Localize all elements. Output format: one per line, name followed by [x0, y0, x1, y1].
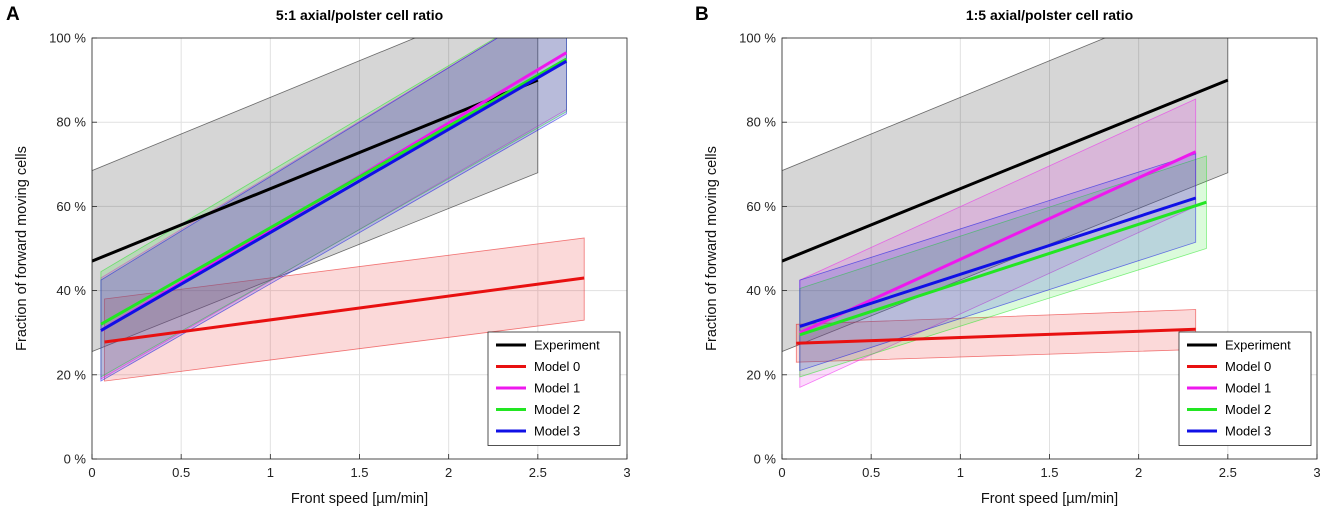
x-tick-label: 3 — [1313, 465, 1320, 480]
y-tick-label: 60 % — [56, 199, 86, 214]
panel-a: A 5:1 axial/polster cell ratio 0 0.5 1 1.5 2 2.… — [6, 4, 631, 507]
x-tick-label: 1 — [267, 465, 274, 480]
line-model-0 — [104, 276, 585, 344]
y-tick-label: 100 % — [739, 31, 776, 46]
chart-title: 5:1 axial/polster cell ratio — [276, 7, 443, 23]
x-tick-label: 0.5 — [862, 465, 880, 480]
y-tick-label: 0 % — [64, 452, 87, 467]
plot-content — [92, 38, 585, 382]
panel-letter: A — [6, 4, 20, 25]
x-axis-label: Front speed [µm/min] — [291, 491, 428, 507]
line-experiment — [92, 78, 539, 263]
y-tick-label: 100 % — [49, 31, 86, 46]
line-experiment — [782, 78, 1229, 263]
x-tick-label: 2.5 — [1219, 465, 1237, 480]
line-model-2 — [100, 57, 568, 326]
y-axis-label: Fraction of forward moving cells — [14, 146, 30, 351]
x-tick-label: 3 — [623, 465, 630, 480]
legend-label-model-3: Model 3 — [534, 424, 580, 439]
x-tick-label: 2 — [445, 465, 452, 480]
legend-label-experiment: Experiment — [534, 338, 600, 353]
line-model-2 — [799, 200, 1207, 337]
y-tick-label: 20 % — [746, 367, 776, 382]
legend-label-model-0: Model 0 — [534, 359, 580, 374]
y-tick-label: 20 % — [56, 367, 86, 382]
legend-label-model-2: Model 2 — [534, 402, 580, 417]
legend-label-model-1: Model 1 — [534, 381, 580, 396]
y-tick-label: 40 % — [56, 283, 86, 298]
panel-letter: B — [695, 4, 709, 25]
x-tick-label: 0 — [778, 465, 785, 480]
x-tick-label: 2.5 — [529, 465, 547, 480]
legend-label-model-2: Model 2 — [1225, 402, 1271, 417]
y-axis-label: Fraction of forward moving cells — [704, 146, 720, 351]
x-tick-label: 2 — [1135, 465, 1142, 480]
line-model-1 — [799, 150, 1197, 335]
y-tick-label: 0 % — [754, 452, 777, 467]
y-tick-label: 40 % — [746, 283, 776, 298]
band-experiment — [782, 38, 1229, 353]
legend: Experiment Model 0 Model 1 Model 2 Model 3 — [1178, 331, 1312, 446]
legend-label-model-3: Model 3 — [1225, 424, 1271, 439]
line-model-0 — [796, 327, 1196, 345]
x-tick-label: 1 — [957, 465, 964, 480]
y-tick-label: 80 % — [56, 115, 86, 130]
legend-label-model-1: Model 1 — [1225, 381, 1271, 396]
x-tick-label: 0.5 — [172, 465, 190, 480]
x-tick-label: 1.5 — [350, 465, 368, 480]
legend-label-model-0: Model 0 — [1225, 359, 1271, 374]
plot-content — [782, 38, 1229, 389]
y-tick-label: 60 % — [746, 199, 776, 214]
legend-label-experiment: Experiment — [1225, 338, 1291, 353]
line-model-3 — [100, 59, 568, 332]
x-tick-label: 0 — [88, 465, 95, 480]
x-tick-label: 1.5 — [1040, 465, 1058, 480]
y-tick-label: 80 % — [746, 115, 776, 130]
panel-b: B 1:5 axial/polster cell ratio 0 0.5 1 1.5 2 2.… — [695, 4, 1321, 507]
legend: Experiment Model 0 Model 1 Model 2 Model 3 — [487, 331, 621, 446]
band-experiment — [92, 38, 539, 353]
x-axis-label: Front speed [µm/min] — [981, 491, 1118, 507]
line-model-3 — [799, 196, 1197, 328]
chart-title: 1:5 axial/polster cell ratio — [966, 7, 1133, 23]
